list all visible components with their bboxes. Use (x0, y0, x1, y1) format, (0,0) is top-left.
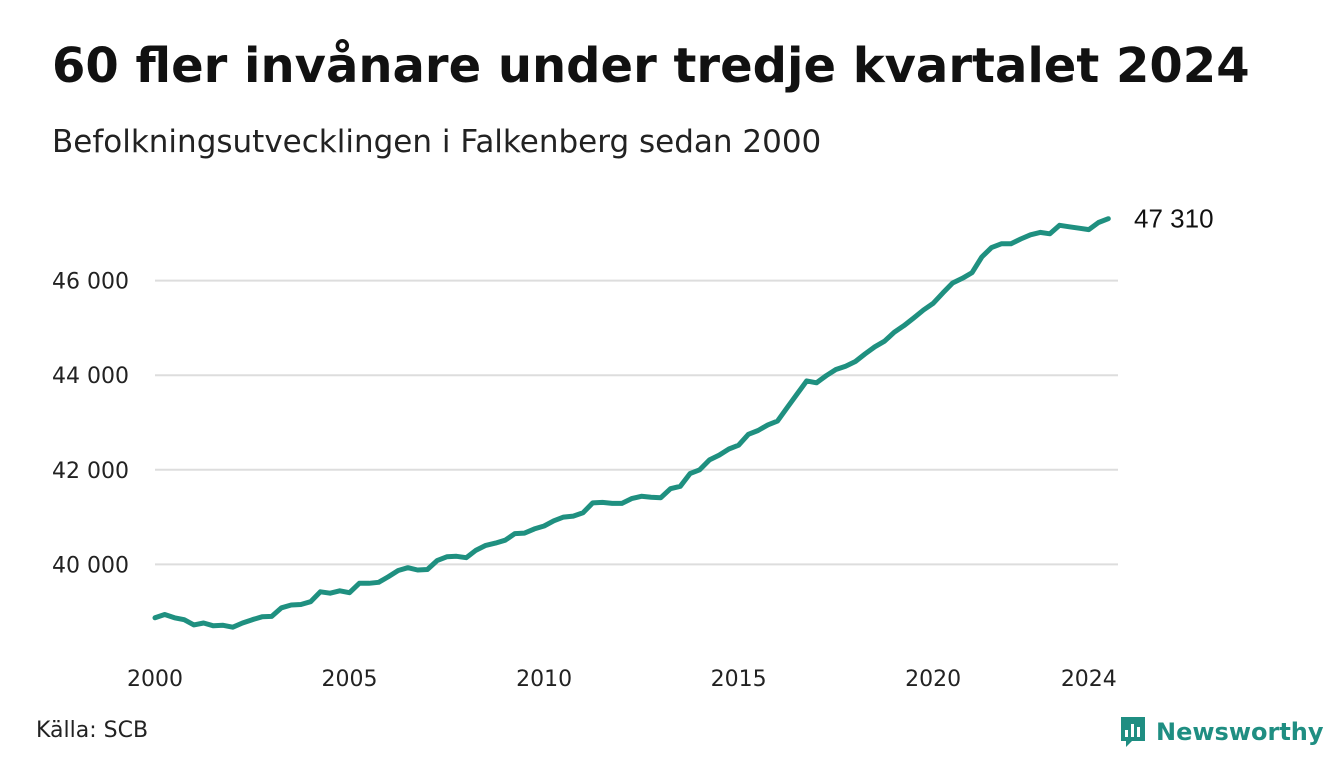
x-tick-label: 2020 (905, 667, 961, 692)
x-tick-label: 2005 (322, 667, 378, 692)
chart-subtitle: Befolkningsutvecklingen i Falkenberg sed… (52, 124, 822, 160)
y-tick-label: 40 000 (52, 553, 129, 578)
x-axis-ticks: 2000 2005 2010 2015 2020 2024 (127, 667, 1117, 692)
brand-name: Newsworthy (1156, 718, 1324, 746)
y-tick-label: 46 000 (52, 270, 129, 295)
end-labels: 47 310 (1134, 204, 1214, 234)
x-tick-label: 2010 (516, 667, 572, 692)
x-tick-label: 2015 (711, 667, 767, 692)
chart-title: 60 fler invånare under tredje kvartalet … (52, 38, 1250, 94)
y-tick-label: 42 000 (52, 459, 129, 484)
gridlines (155, 279, 1118, 566)
end-value-label: 47 310 (1134, 204, 1214, 234)
y-tick-label: 44 000 (52, 364, 129, 389)
y-axis-ticks: 40 000 42 000 44 000 46 000 (52, 270, 129, 579)
x-tick-label: 2000 (127, 667, 183, 692)
series-lines (152, 216, 1111, 630)
brand-logo: Newsworthy (1118, 712, 1324, 752)
x-tick-label: 2024 (1061, 667, 1117, 692)
source-note: Källa: SCB (36, 718, 149, 743)
population-line (152, 216, 1111, 630)
newsworthy-logo-icon (1121, 717, 1145, 747)
